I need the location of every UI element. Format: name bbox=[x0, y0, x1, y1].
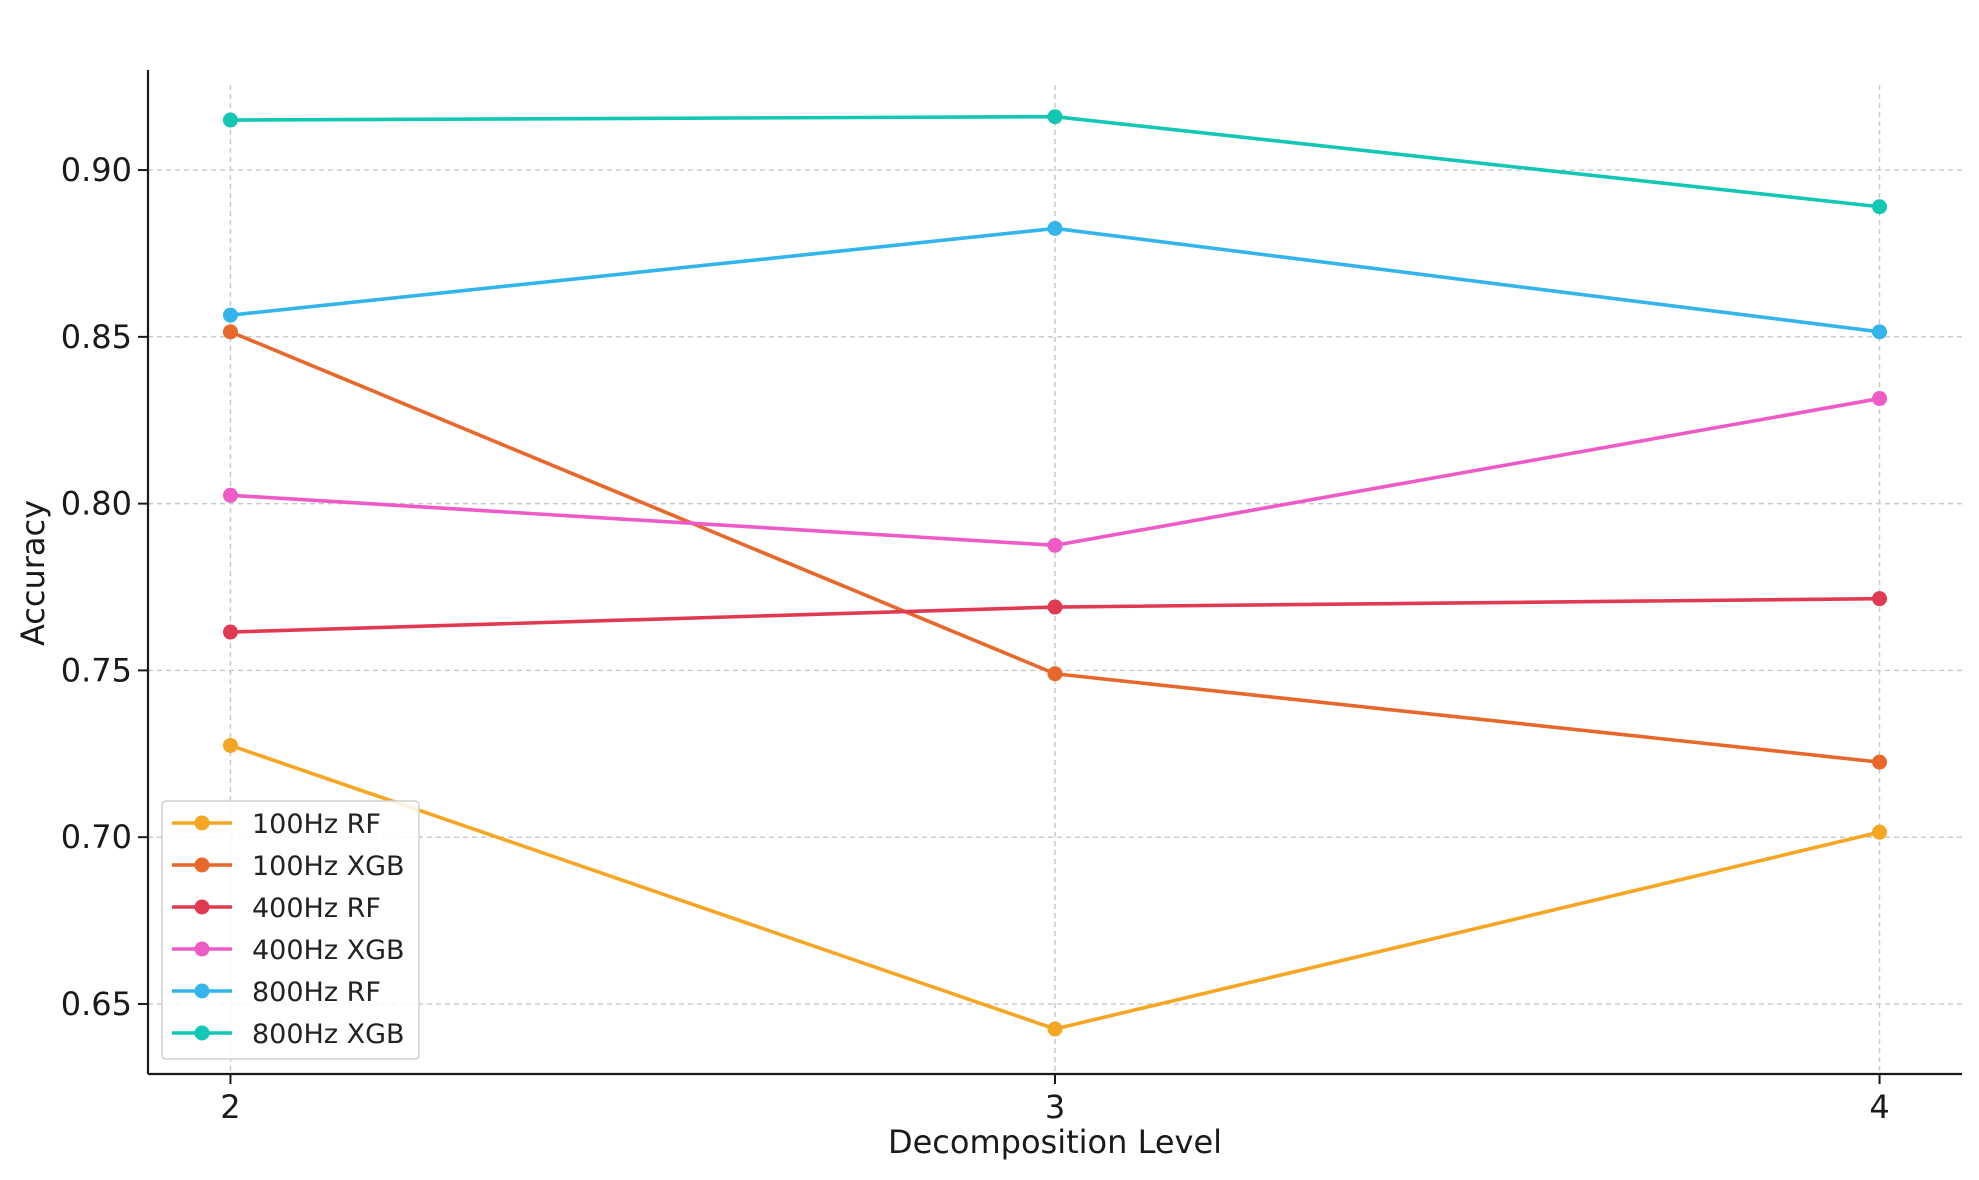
ticks: 2 3 4 0.65 0.70 0.75 0.80 0.85 0.90 bbox=[61, 151, 1890, 1126]
legend-label: 100Hz XGB bbox=[252, 851, 405, 882]
x-tick-label: 2 bbox=[220, 1088, 240, 1126]
data-point bbox=[1047, 537, 1063, 553]
y-tick-label: 0.70 bbox=[61, 818, 132, 856]
y-tick-label: 0.65 bbox=[61, 985, 132, 1023]
legend-item: 100Hz RF bbox=[172, 809, 381, 840]
legend-item: 800Hz XGB bbox=[172, 1019, 405, 1050]
data-point bbox=[1047, 599, 1063, 615]
data-point bbox=[1047, 220, 1063, 236]
legend: 100Hz RF 100Hz XGB 400Hz RF 400Hz XGB 800Hz … bbox=[161, 800, 420, 1060]
data-point bbox=[1872, 199, 1888, 215]
data-point bbox=[222, 487, 238, 503]
legend-items: 100Hz RF 100Hz XGB 400Hz RF 400Hz XGB 800Hz … bbox=[172, 809, 405, 1050]
data-point bbox=[1872, 391, 1888, 407]
legend-swatch-marker bbox=[194, 983, 210, 999]
x-tick-label: 4 bbox=[1869, 1088, 1889, 1126]
series-400hz-rf bbox=[222, 591, 1888, 640]
grid bbox=[148, 85, 1962, 1074]
data-point bbox=[1872, 754, 1888, 770]
legend-swatch-marker bbox=[194, 1025, 210, 1041]
series bbox=[222, 109, 1888, 1037]
data-point bbox=[222, 624, 238, 640]
x-tick-label: 3 bbox=[1045, 1088, 1065, 1126]
legend-label: 800Hz XGB bbox=[252, 1019, 405, 1050]
legend-swatch-marker bbox=[194, 857, 210, 873]
data-point bbox=[222, 324, 238, 340]
series-800hz-xgb bbox=[222, 109, 1888, 215]
legend-item: 400Hz RF bbox=[172, 893, 381, 924]
legend-swatch-marker bbox=[194, 899, 210, 915]
data-point bbox=[222, 307, 238, 323]
legend-label: 100Hz RF bbox=[252, 809, 381, 840]
legend-swatch-marker bbox=[194, 941, 210, 957]
data-point bbox=[1047, 109, 1063, 125]
data-point bbox=[1872, 591, 1888, 607]
y-tick-label: 0.85 bbox=[61, 318, 132, 356]
legend-item: 800Hz RF bbox=[172, 977, 381, 1008]
y-axis-title: Accuracy bbox=[14, 500, 52, 646]
y-tick-label: 0.80 bbox=[61, 485, 132, 523]
series-line bbox=[230, 226, 1880, 334]
x-axis-title: Decomposition Level bbox=[888, 1123, 1222, 1161]
legend-item: 400Hz XGB bbox=[172, 935, 405, 966]
legend-item: 100Hz XGB bbox=[172, 851, 405, 882]
data-point bbox=[222, 737, 238, 753]
legend-label: 400Hz XGB bbox=[252, 935, 405, 966]
data-point bbox=[1872, 824, 1888, 840]
data-point bbox=[1047, 666, 1063, 682]
data-point bbox=[1047, 1021, 1063, 1037]
y-tick-label: 0.90 bbox=[61, 151, 132, 189]
data-point bbox=[1872, 324, 1888, 340]
legend-swatch-marker bbox=[194, 815, 210, 831]
series-400hz-xgb bbox=[222, 391, 1888, 553]
legend-label: 400Hz RF bbox=[252, 893, 381, 924]
series-800hz-rf bbox=[222, 220, 1888, 340]
data-point bbox=[222, 112, 238, 128]
legend-label: 800Hz RF bbox=[252, 977, 381, 1008]
series-100hz-xgb bbox=[222, 324, 1888, 770]
y-tick-label: 0.75 bbox=[61, 651, 132, 689]
series-100hz-rf bbox=[222, 737, 1888, 1037]
